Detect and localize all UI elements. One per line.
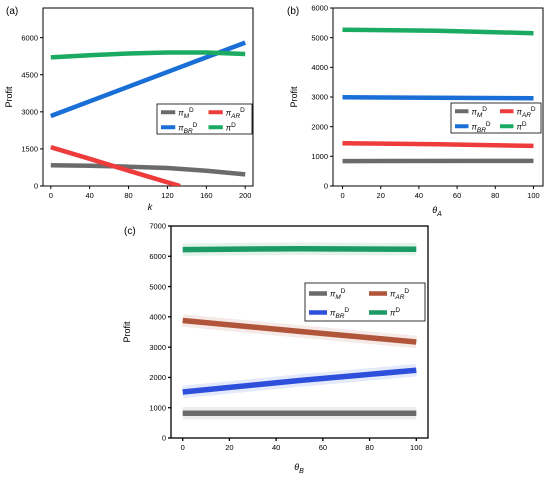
series-line (182, 317, 417, 345)
series-line (50, 162, 246, 177)
y-axis-label: Profit (122, 321, 132, 343)
legend-entry: πARD (226, 107, 245, 120)
x-tick-label: 0 (340, 191, 344, 200)
y-tick-label: 6000 (149, 252, 166, 261)
y-tick-label: 3000 (311, 93, 328, 102)
x-axis-label: k (148, 202, 153, 212)
y-tick-label: 0 (162, 434, 166, 443)
y-tick-label: 1000 (149, 403, 166, 412)
x-tick-label: 80 (124, 191, 132, 200)
series-line (50, 50, 246, 60)
y-axis-label: Profit (4, 86, 14, 108)
x-tick-label: 20 (225, 443, 233, 452)
y-tick-label: 4000 (149, 313, 166, 322)
series-line (342, 141, 534, 149)
y-axis-label: Profit (289, 86, 299, 108)
x-axis-label: θB (294, 462, 304, 475)
panel-c: 0 1000 2000 3000 4000 5000 6000 7000 0 20 40 60 80 10… (122, 222, 429, 475)
panel-label: (a) (6, 6, 18, 17)
y-tick-label: 2000 (311, 122, 328, 131)
panel-label: (b) (287, 6, 299, 17)
y-tick-label: 7000 (149, 222, 166, 231)
legend: πMD πARD πBRD πD (450, 102, 542, 134)
legend-entry: πARD (517, 106, 536, 119)
legend: πMD πARD πBRD πD (156, 103, 253, 135)
y-tick-label: 5000 (311, 33, 328, 42)
panel-b: 0 1000 2000 3000 4000 5000 6000 0 20 40 60 80 100 (b)… (287, 4, 544, 218)
y-tick-label: 1000 (311, 152, 328, 161)
legend: πMD πARD πBRD πD (304, 282, 426, 322)
x-tick-label: 100 (410, 443, 423, 452)
x-tick-label: 200 (239, 191, 252, 200)
x-tick-label: 80 (365, 443, 373, 452)
series-line (342, 95, 534, 101)
x-axis-label: θA (432, 205, 442, 218)
legend-entry: πBRD (178, 122, 197, 135)
legend-entry: πBRD (472, 121, 491, 134)
y-tick-label: 4500 (21, 70, 38, 79)
x-tick-label: 0 (49, 191, 53, 200)
x-tick-label: 0 (181, 443, 185, 452)
panel-label: (c) (124, 226, 136, 237)
y-tick-label: 4000 (311, 63, 328, 72)
series-line (342, 27, 534, 36)
x-tick-label: 100 (527, 191, 540, 200)
y-tick-label: 0 (34, 182, 38, 191)
series-line (50, 145, 181, 186)
y-tick-label: 3000 (21, 108, 38, 117)
legend-entry: πD (517, 121, 527, 132)
series-line (182, 245, 417, 253)
y-tick-label: 5000 (149, 282, 166, 291)
y-tick-label: 1500 (21, 145, 38, 154)
panel-a: 0 1500 3000 4500 6000 0 40 80 120 160 200 (a) Profit… (4, 6, 254, 212)
x-tick-label: 40 (415, 191, 423, 200)
plot-frame (42, 7, 254, 187)
legend-entry: πMD (472, 106, 488, 119)
legend-entry: πD (390, 307, 400, 318)
x-tick-label: 60 (453, 191, 461, 200)
legend-entry: πD (226, 122, 236, 133)
x-tick-label: 60 (319, 443, 327, 452)
legend-entry: πMD (330, 288, 346, 301)
x-tick-label: 40 (85, 191, 93, 200)
legend-entry: πMD (178, 107, 194, 120)
series-line (182, 367, 417, 395)
legend-entry: πARD (390, 288, 409, 301)
x-tick-label: 120 (161, 191, 174, 200)
y-tick-label: 3000 (149, 343, 166, 352)
x-tick-label: 80 (491, 191, 499, 200)
x-tick-label: 160 (200, 191, 213, 200)
x-tick-label: 20 (377, 191, 385, 200)
y-tick-label: 2000 (149, 373, 166, 382)
x-tick-label: 40 (272, 443, 280, 452)
y-tick-label: 6000 (311, 4, 328, 13)
plot-frame (170, 225, 429, 439)
y-tick-label: 6000 (21, 33, 38, 42)
y-tick-label: 0 (324, 182, 328, 191)
legend-entry: πBRD (330, 307, 349, 320)
